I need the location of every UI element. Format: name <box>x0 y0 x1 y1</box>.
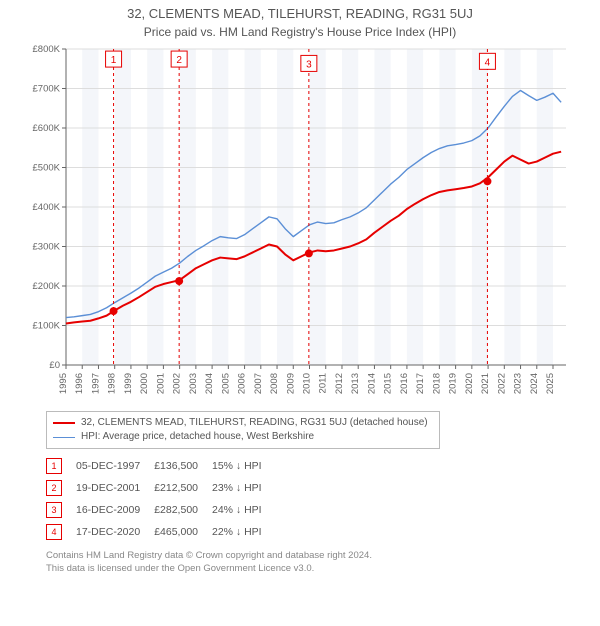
event-date: 17-DEC-2020 <box>76 521 154 543</box>
svg-text:2002: 2002 <box>172 373 183 394</box>
svg-text:2019: 2019 <box>448 373 459 394</box>
svg-text:2004: 2004 <box>204 373 215 394</box>
price-chart: £0 £100K £200K £300K £400K £500K £600K £700K £80… <box>20 43 580 403</box>
events-table: 1 05-DEC-1997£136,50015% ↓ HPI 2 19-DEC-200… <box>46 455 276 543</box>
svg-text:2: 2 <box>176 55 182 66</box>
event-date: 05-DEC-1997 <box>76 455 154 477</box>
svg-text:2022: 2022 <box>496 373 507 394</box>
event-marker: 4 <box>46 524 62 540</box>
svg-text:2017: 2017 <box>415 373 426 394</box>
table-row: 1 05-DEC-1997£136,50015% ↓ HPI <box>46 455 276 477</box>
event-marker: 3 <box>46 502 62 518</box>
table-row: 2 19-DEC-2001£212,50023% ↓ HPI <box>46 477 276 499</box>
svg-text:1: 1 <box>111 55 117 66</box>
svg-text:2000: 2000 <box>139 373 150 394</box>
svg-text:2016: 2016 <box>399 373 410 394</box>
svg-text:2006: 2006 <box>237 373 248 394</box>
event-price: £282,500 <box>154 499 212 521</box>
event-marker: 1 <box>46 458 62 474</box>
table-row: 3 16-DEC-2009£282,50024% ↓ HPI <box>46 499 276 521</box>
svg-text:2018: 2018 <box>431 373 442 394</box>
svg-text:2014: 2014 <box>366 373 377 394</box>
svg-text:2020: 2020 <box>464 373 475 394</box>
event-price: £212,500 <box>154 477 212 499</box>
svg-text:2021: 2021 <box>480 373 491 394</box>
legend-label: HPI: Average price, detached house, West… <box>81 430 314 444</box>
svg-text:2023: 2023 <box>513 373 524 394</box>
svg-text:2025: 2025 <box>545 373 556 394</box>
svg-text:£800K: £800K <box>33 44 61 55</box>
legend-item: HPI: Average price, detached house, West… <box>53 430 433 444</box>
svg-text:2008: 2008 <box>269 373 280 394</box>
event-delta: 22% ↓ HPI <box>212 521 276 543</box>
chart-title-address: 32, CLEMENTS MEAD, TILEHURST, READING, R… <box>0 6 600 21</box>
svg-text:£600K: £600K <box>33 123 61 134</box>
event-marker: 2 <box>46 480 62 496</box>
svg-text:2007: 2007 <box>253 373 264 394</box>
svg-text:2012: 2012 <box>334 373 345 394</box>
svg-text:2009: 2009 <box>285 373 296 394</box>
legend-item: 32, CLEMENTS MEAD, TILEHURST, READING, R… <box>53 416 433 430</box>
event-delta: 24% ↓ HPI <box>212 499 276 521</box>
table-row: 4 17-DEC-2020£465,00022% ↓ HPI <box>46 521 276 543</box>
svg-text:4: 4 <box>485 57 491 68</box>
svg-text:3: 3 <box>306 59 312 70</box>
svg-text:2001: 2001 <box>155 373 166 394</box>
legend-label: 32, CLEMENTS MEAD, TILEHURST, READING, R… <box>81 416 428 430</box>
svg-text:£200K: £200K <box>33 281 61 292</box>
svg-text:2013: 2013 <box>350 373 361 394</box>
svg-text:1997: 1997 <box>90 373 101 394</box>
footer-line-2: This data is licensed under the Open Gov… <box>46 562 580 575</box>
svg-text:£100K: £100K <box>33 321 61 332</box>
chart-svg: £0 £100K £200K £300K £400K £500K £600K £700K £80… <box>20 43 580 403</box>
svg-text:2010: 2010 <box>302 373 313 394</box>
event-date: 16-DEC-2009 <box>76 499 154 521</box>
svg-text:1999: 1999 <box>123 373 134 394</box>
svg-text:£700K: £700K <box>33 84 61 95</box>
svg-text:£500K: £500K <box>33 163 61 174</box>
chart-title-subtitle: Price paid vs. HM Land Registry's House … <box>0 25 600 39</box>
svg-text:£0: £0 <box>49 360 60 371</box>
event-delta: 23% ↓ HPI <box>212 477 276 499</box>
svg-text:2003: 2003 <box>188 373 199 394</box>
event-delta: 15% ↓ HPI <box>212 455 276 477</box>
svg-text:1995: 1995 <box>58 373 69 394</box>
footer-attribution: Contains HM Land Registry data © Crown c… <box>46 549 580 575</box>
svg-text:2015: 2015 <box>383 373 394 394</box>
event-price: £465,000 <box>154 521 212 543</box>
svg-text:2024: 2024 <box>529 373 540 394</box>
event-date: 19-DEC-2001 <box>76 477 154 499</box>
svg-text:2011: 2011 <box>318 373 329 393</box>
svg-text:1998: 1998 <box>107 373 118 394</box>
svg-text:£300K: £300K <box>33 242 61 253</box>
legend: 32, CLEMENTS MEAD, TILEHURST, READING, R… <box>46 411 440 449</box>
svg-text:2005: 2005 <box>220 373 231 394</box>
svg-text:£400K: £400K <box>33 202 61 213</box>
legend-swatch <box>53 422 75 424</box>
event-price: £136,500 <box>154 455 212 477</box>
footer-line-1: Contains HM Land Registry data © Crown c… <box>46 549 580 562</box>
svg-text:1996: 1996 <box>74 373 85 394</box>
legend-swatch <box>53 437 75 438</box>
